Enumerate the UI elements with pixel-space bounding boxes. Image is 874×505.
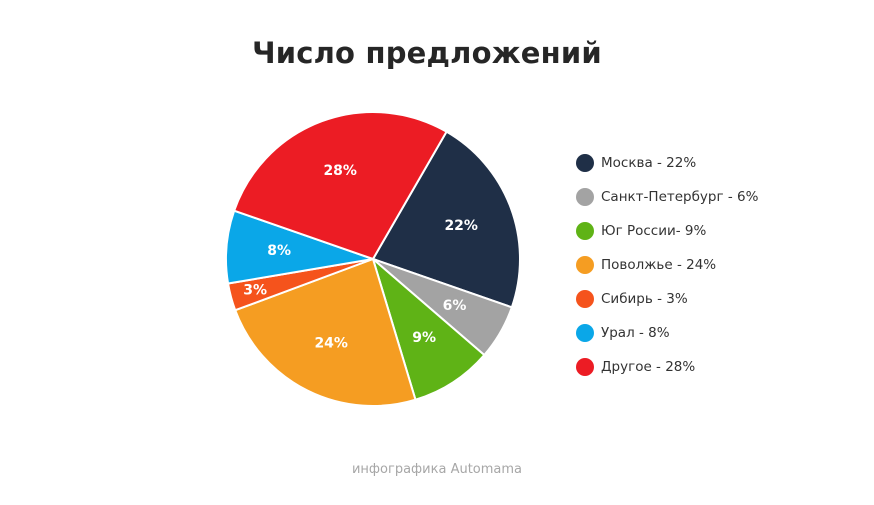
legend-label: Другое - 28% — [601, 359, 696, 375]
legend-item: Сибирь - 3% — [576, 282, 758, 316]
data-label-0: 22% — [444, 218, 478, 234]
pie-slice-2 — [372, 258, 486, 401]
data-label-6: 28% — [323, 163, 357, 179]
data-label-1: 6% — [443, 298, 467, 314]
legend-label: Юг России- 9% — [601, 223, 707, 239]
pie-data-labels: 22% 6% 9% 24% 3% 8% 28% — [243, 163, 478, 351]
data-label-3: 24% — [314, 335, 348, 351]
legend-item: Поволжье - 24% — [576, 248, 758, 282]
legend-label: Санкт-Петербург - 6% — [601, 189, 759, 205]
legend-swatch — [576, 188, 594, 206]
legend-swatch — [576, 256, 594, 274]
data-label-4: 3% — [243, 283, 267, 299]
legend-item: Урал - 8% — [576, 316, 758, 350]
pie-slice-3 — [234, 258, 417, 407]
pie-slices — [225, 111, 521, 407]
legend-label: Поволжье - 24% — [601, 257, 717, 273]
pie-slice-6 — [233, 111, 448, 260]
chart-title: Число предложений — [252, 36, 602, 70]
legend-label: Урал - 8% — [601, 325, 670, 341]
legend-item: Москва - 22% — [576, 146, 758, 180]
footer-credit: инфографика Automama — [351, 462, 523, 477]
legend-swatch — [576, 154, 594, 172]
legend-swatch — [576, 290, 594, 308]
data-label-5: 8% — [267, 243, 291, 259]
legend: Москва - 22% Санкт-Петербург - 6% Юг Росси… — [576, 146, 758, 384]
data-label-2: 9% — [412, 330, 436, 346]
legend-item: Санкт-Петербург - 6% — [576, 180, 758, 214]
legend-item: Другое - 28% — [576, 350, 758, 384]
legend-swatch — [576, 358, 594, 376]
legend-item: Юг России- 9% — [576, 214, 758, 248]
legend-swatch — [576, 324, 594, 342]
pie-slice-0 — [372, 130, 521, 309]
legend-label: Москва - 22% — [601, 155, 697, 171]
legend-label: Сибирь - 3% — [601, 291, 688, 307]
legend-swatch — [576, 222, 594, 240]
